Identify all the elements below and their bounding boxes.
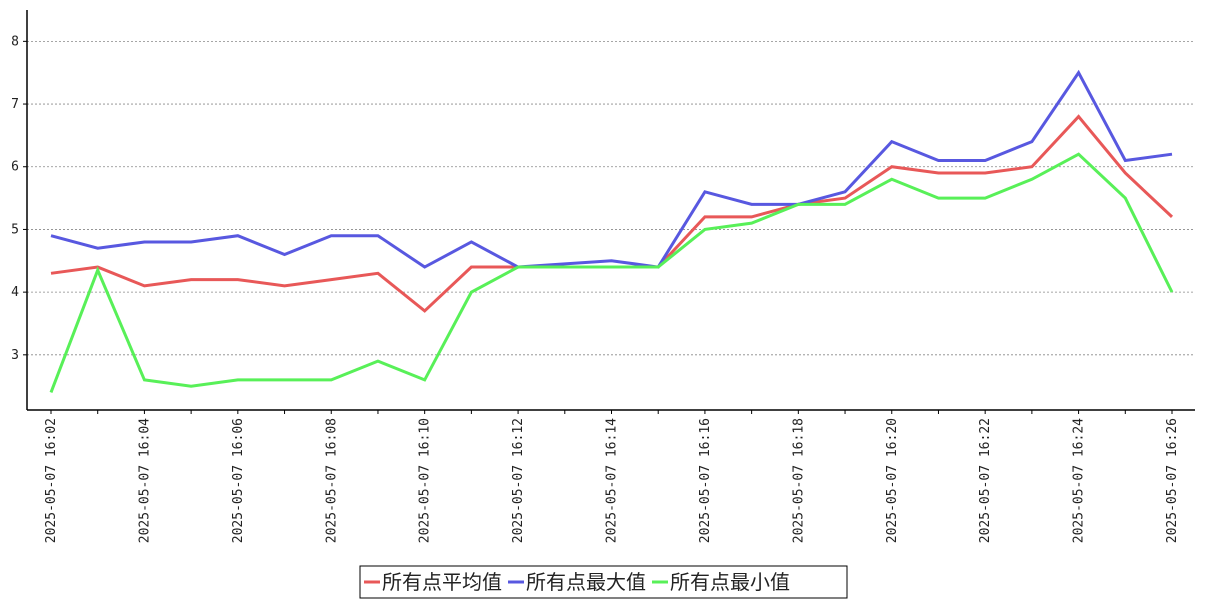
series-line: [50, 69, 1173, 269]
x-tick-label: 2025-05-07 16:04: [137, 418, 152, 543]
x-tick-label: 2025-05-07 16:12: [511, 418, 526, 543]
x-tick-label: 2025-05-07 16:20: [885, 418, 900, 543]
x-tick-label: 2025-05-07 16:02: [44, 418, 59, 543]
x-tick-label: 2025-05-07 16:06: [231, 418, 246, 543]
y-tick-label: 5: [11, 222, 19, 237]
y-tick-label: 8: [11, 34, 19, 49]
x-tick-label: 2025-05-07 16:08: [324, 418, 339, 543]
x-tick-label: 2025-05-07 16:18: [791, 418, 806, 543]
y-tick-label: 6: [11, 160, 19, 175]
x-tick-label: 2025-05-07 16:16: [698, 418, 713, 543]
legend-label: 所有点最大值: [526, 570, 646, 594]
x-tick-label: 2025-05-07 16:26: [1165, 418, 1180, 543]
legend-label: 所有点平均值: [382, 570, 502, 594]
series-line: [50, 114, 1174, 313]
y-tick-label: 7: [11, 97, 19, 112]
y-tick-label: 3: [11, 348, 19, 363]
series-line: [49, 152, 1174, 393]
x-tick-label: 2025-05-07 16:10: [418, 418, 433, 543]
x-tick-label: 2025-05-07 16:22: [978, 418, 993, 543]
y-tick-label: 4: [11, 285, 19, 300]
x-tick-label: 2025-05-07 16:24: [1072, 418, 1087, 543]
legend-box: [359, 565, 848, 599]
x-tick-label: 2025-05-07 16:14: [605, 418, 620, 543]
legend-label: 所有点最小值: [670, 570, 790, 594]
